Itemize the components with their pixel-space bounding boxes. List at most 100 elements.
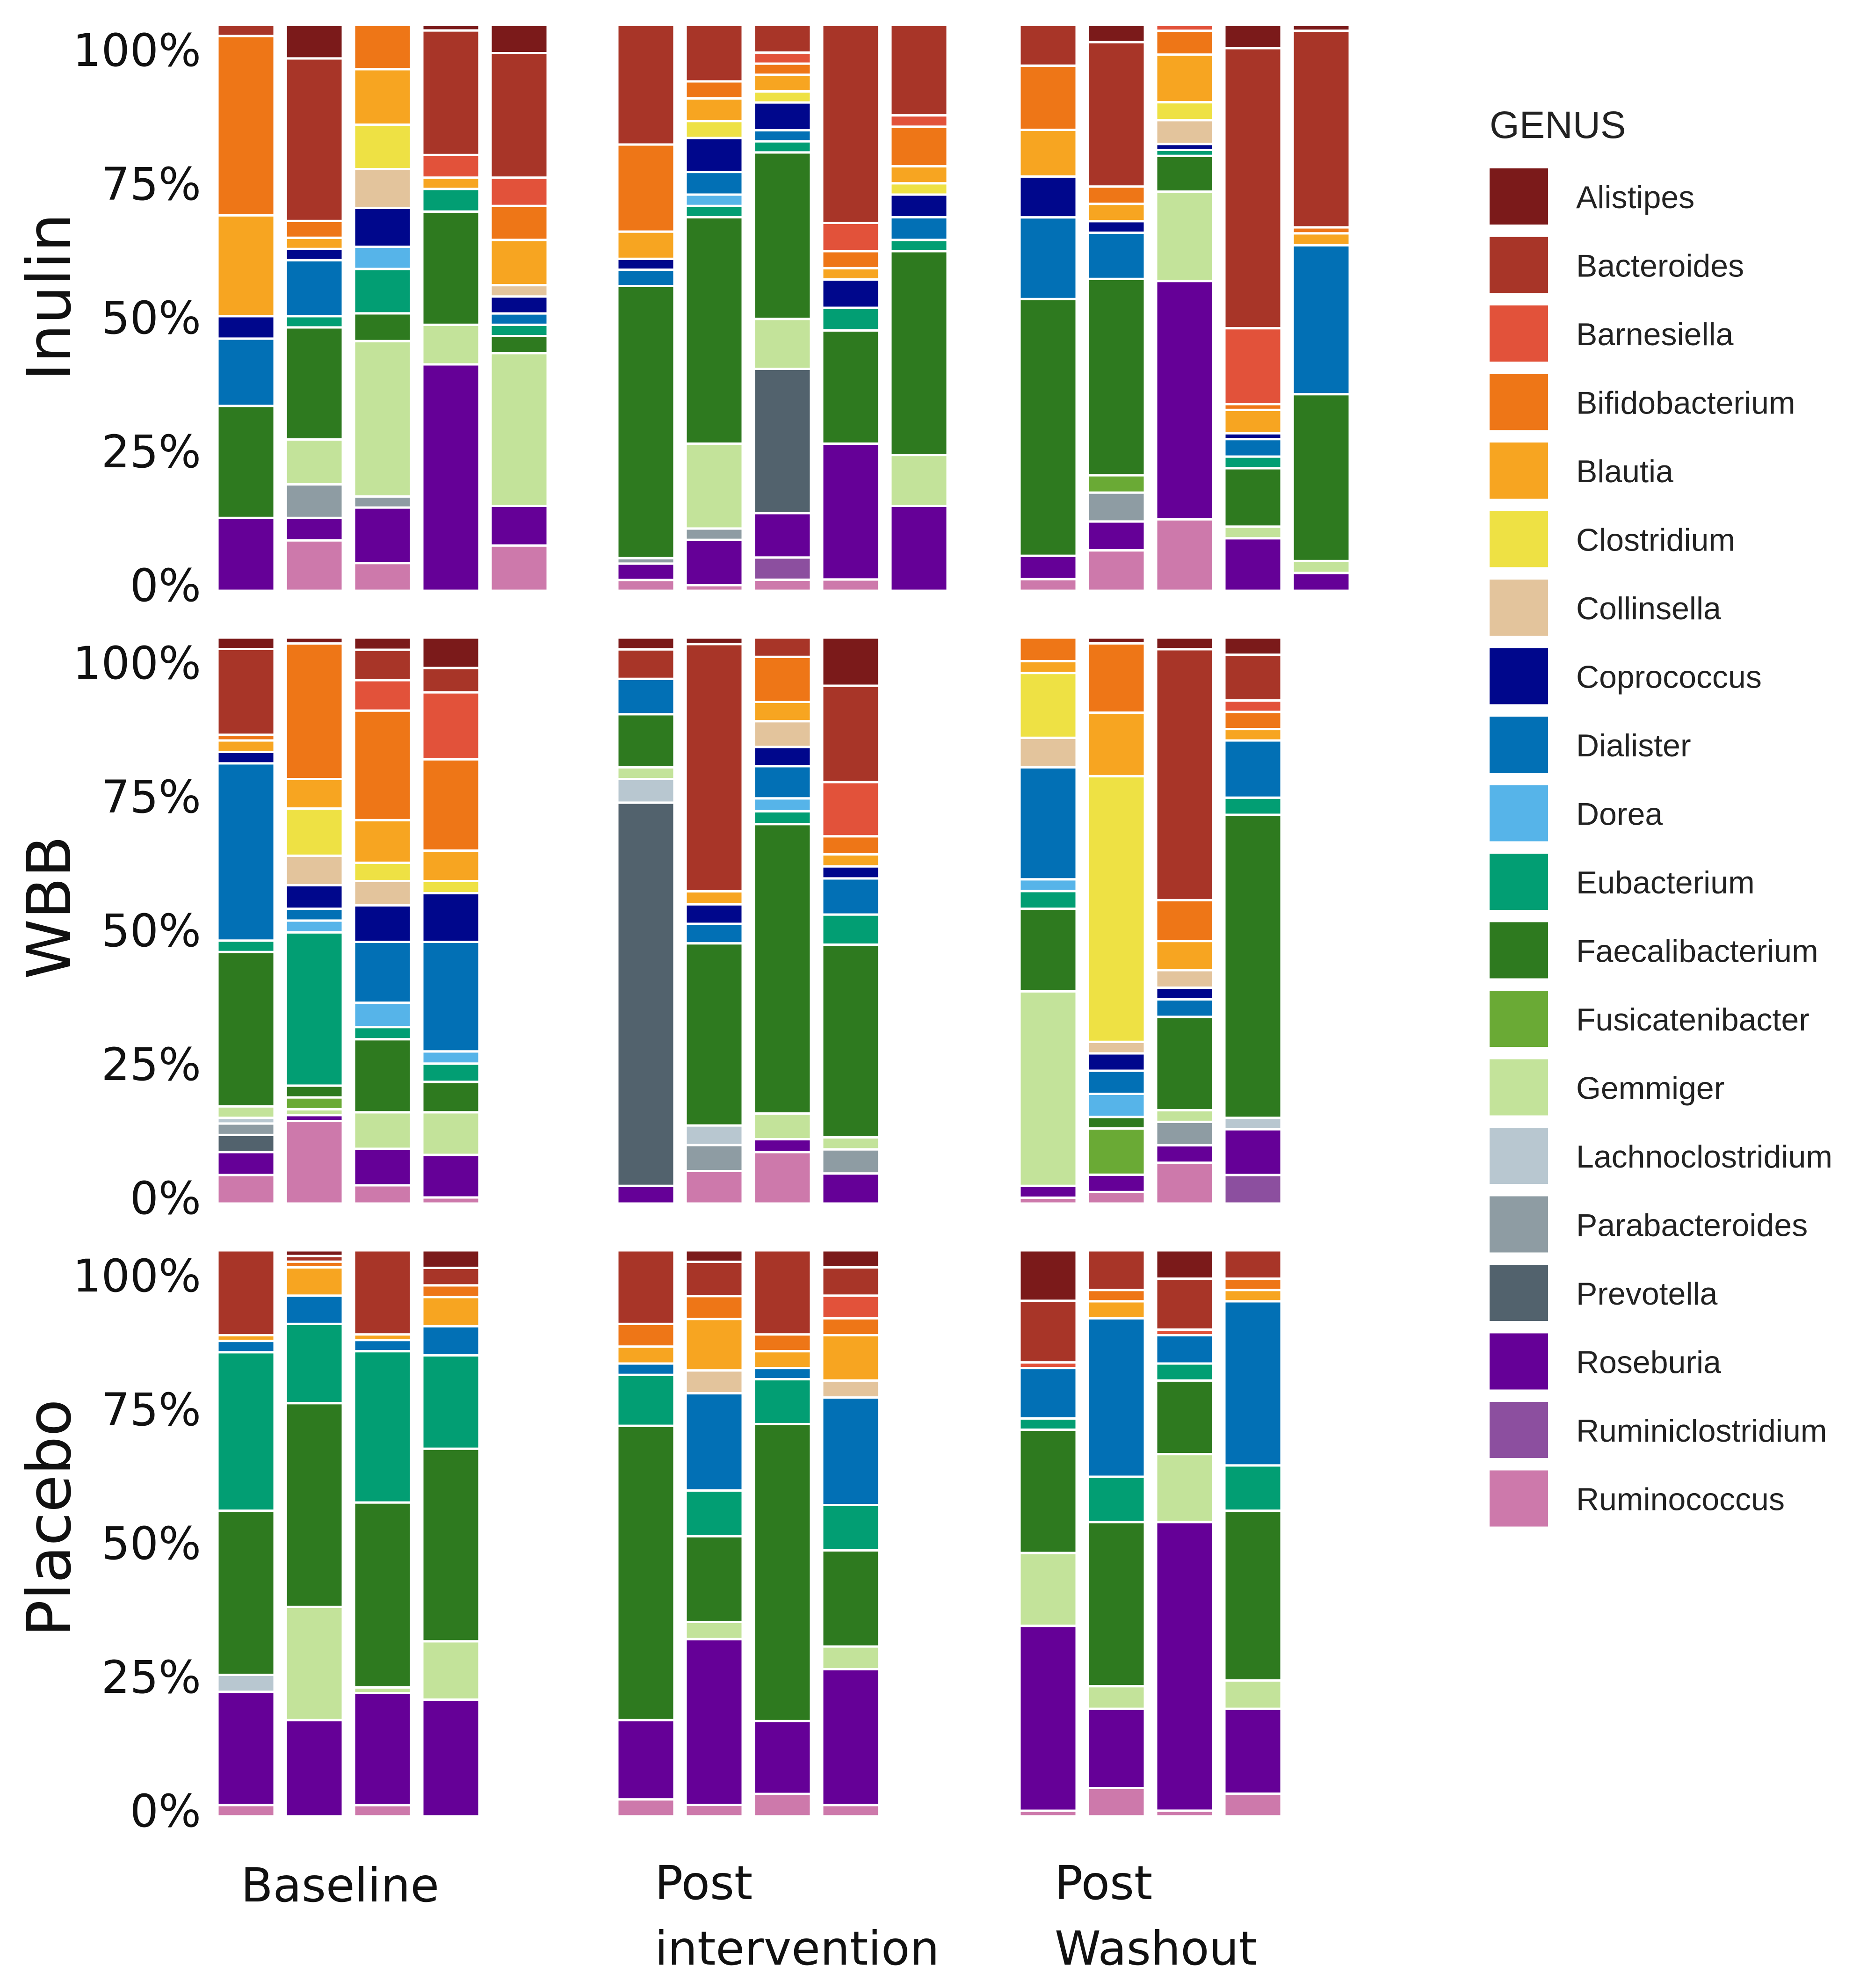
segment-blautia xyxy=(1223,1289,1283,1303)
legend-label: Barnesiella xyxy=(1576,317,1734,352)
segment-blautia xyxy=(284,1266,344,1297)
segment-alistipes xyxy=(616,636,676,651)
y-tick-label: 0% xyxy=(130,559,201,612)
segment-coprococcus xyxy=(353,206,412,248)
segment-eubacterium xyxy=(284,315,344,329)
segment-faecalibacterium xyxy=(1018,907,1078,993)
segment-faecalibacterium xyxy=(684,1535,744,1623)
segment-dialister xyxy=(421,1325,481,1357)
segment-eubacterium xyxy=(1155,1362,1215,1382)
legend-label: Bifidobacterium xyxy=(1576,385,1795,421)
y-tick-label: 100% xyxy=(73,637,201,689)
bar-sample-3 xyxy=(753,1249,812,1818)
segment-ruminococcus xyxy=(216,1804,276,1818)
segment-roseburia xyxy=(421,1154,481,1199)
bar-sample-4 xyxy=(821,636,881,1205)
segment-lachnoclostridium xyxy=(684,1124,744,1146)
segment-faecalibacterium xyxy=(753,1422,812,1722)
legend-item-ruminococcus: Ruminococcus xyxy=(1490,1470,1785,1527)
row-label-inulin: Inulin xyxy=(14,213,85,381)
segment-blautia xyxy=(821,853,881,868)
legend-label: Prevotella xyxy=(1576,1276,1718,1312)
segment-blautia xyxy=(1223,408,1283,435)
segment-bifidobacterium xyxy=(353,23,412,71)
segment-coprococcus xyxy=(889,193,949,218)
segment-bacteroides xyxy=(1223,1249,1283,1280)
segment-bacteroides xyxy=(1018,23,1078,67)
segment-lachnoclostridium xyxy=(616,778,676,804)
segment-blautia xyxy=(421,176,481,190)
legend-item-roseburia: Roseburia xyxy=(1490,1333,1721,1390)
segment-dorea xyxy=(1018,878,1078,892)
segment-gemmiger xyxy=(1155,190,1215,283)
segment-dialister xyxy=(684,922,744,945)
segment-coprococcus xyxy=(1018,175,1078,219)
y-tick-label: 0% xyxy=(130,1172,201,1225)
legend-swatch xyxy=(1490,854,1548,910)
segment-ruminococcus xyxy=(284,539,344,592)
segment-ruminococcus xyxy=(489,544,549,592)
segment-blautia xyxy=(421,1296,481,1328)
segment-gemmiger xyxy=(421,1111,481,1156)
y-tick-label: 50% xyxy=(101,1517,201,1570)
segment-dialister xyxy=(421,941,481,1053)
segment-roseburia xyxy=(1018,1625,1078,1812)
segment-faecalibacterium xyxy=(216,950,276,1108)
segment-faecalibacterium xyxy=(1291,393,1351,562)
col-label-post-intervention-line2: intervention xyxy=(655,1921,940,1976)
segment-roseburia xyxy=(753,512,812,559)
panel-placebo-post-intervention xyxy=(616,1249,881,1818)
segment-blautia xyxy=(1155,940,1215,972)
segment-alistipes xyxy=(1223,23,1283,50)
bar-sample-2 xyxy=(684,23,744,592)
segment-dialister xyxy=(753,1367,812,1381)
segment-bifidobacterium xyxy=(1086,1289,1146,1303)
segment-dialister xyxy=(821,1396,881,1507)
segment-bifidobacterium xyxy=(421,758,481,852)
segment-alistipes xyxy=(1086,636,1146,645)
bar-sample-2 xyxy=(684,636,744,1205)
segment-gemmiger xyxy=(1018,990,1078,1187)
segment-faecalibacterium xyxy=(821,943,881,1139)
legend-label: Dorea xyxy=(1576,797,1663,832)
segment-ruminococcus xyxy=(353,562,412,592)
segment-blautia xyxy=(616,230,676,260)
segment-clostridium xyxy=(753,90,812,104)
bar-sample-1 xyxy=(1018,636,1078,1205)
segment-faecalibacterium xyxy=(821,329,881,445)
segment-eubacterium xyxy=(353,1350,412,1504)
segment-bacteroides xyxy=(753,1249,812,1336)
segment-dialister xyxy=(821,877,881,916)
segment-gemmiger xyxy=(353,1111,412,1150)
panel-inulin-post-washout xyxy=(1018,23,1351,592)
segment-blautia xyxy=(353,68,412,126)
segment-roseburia xyxy=(216,516,276,592)
bar-sample-3 xyxy=(753,636,812,1205)
legend-swatch xyxy=(1490,443,1548,499)
segment-dialister xyxy=(1018,216,1078,300)
bar-sample-1 xyxy=(216,636,276,1205)
segment-bifidobacterium xyxy=(753,655,812,703)
segment-dorea xyxy=(684,193,744,207)
col-label-post-washout-line1: Post xyxy=(1055,1856,1152,1910)
segment-dialister xyxy=(1291,244,1351,396)
segment-roseburia xyxy=(489,505,549,547)
legend-item-coprococcus: Coprococcus xyxy=(1490,648,1762,704)
legend-swatch xyxy=(1490,511,1548,567)
segment-eubacterium xyxy=(821,1504,881,1552)
legend-item-ruminiclostridium: Ruminiclostridium xyxy=(1490,1402,1827,1458)
segment-dialister xyxy=(1223,1300,1283,1467)
segment-bifidobacterium xyxy=(1018,636,1078,662)
segment-blautia xyxy=(1291,232,1351,247)
segment-blautia xyxy=(421,849,481,882)
segment-roseburia xyxy=(1155,1144,1215,1164)
bar-sample-2 xyxy=(284,636,344,1205)
segment-ruminococcus xyxy=(1086,1190,1146,1205)
segment-dorea xyxy=(421,1050,481,1065)
segment-ruminococcus xyxy=(821,1804,881,1818)
segment-coprococcus xyxy=(821,865,881,880)
segment-roseburia xyxy=(421,1698,481,1818)
segment-eubacterium xyxy=(684,1489,744,1538)
segment-eubacterium xyxy=(284,1322,344,1405)
segment-ruminococcus xyxy=(616,1798,676,1818)
